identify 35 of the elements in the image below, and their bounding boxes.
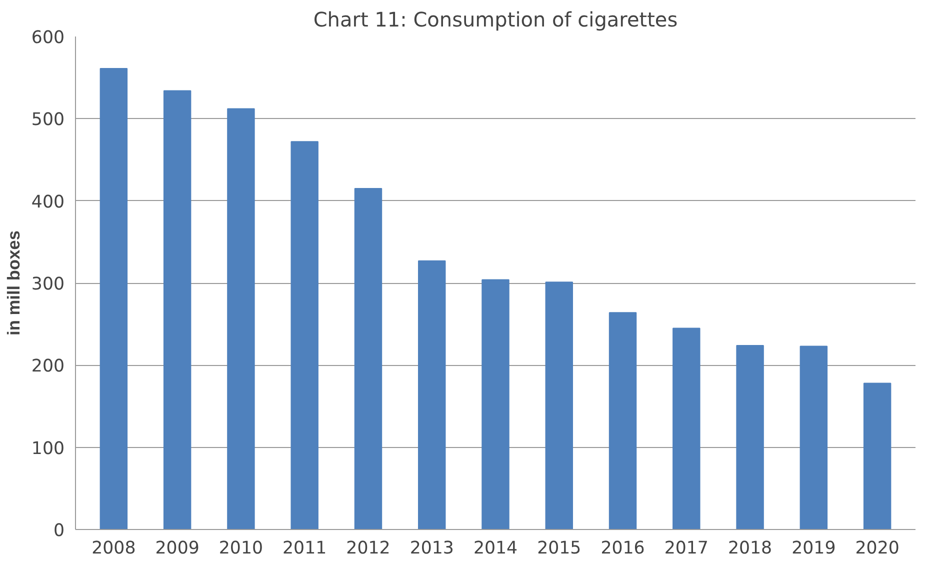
chart-title: Chart 11: Consumption of cigarettes [313, 8, 678, 32]
x-tick-label: 2012 [346, 538, 390, 558]
x-tick-label: 2019 [792, 538, 836, 558]
x-tick-label: 2009 [155, 538, 200, 558]
bar [418, 260, 446, 530]
bar [482, 279, 510, 530]
bar [290, 141, 318, 530]
y-tick-label: 400 [31, 192, 65, 212]
y-tick-label: 100 [31, 438, 65, 459]
bar [608, 312, 637, 530]
x-tick-label: 2008 [92, 538, 136, 558]
bar [545, 282, 573, 530]
bar [800, 346, 828, 530]
y-tick-label: 600 [31, 28, 65, 48]
x-tick-label: 2011 [282, 538, 327, 558]
x-tick-label: 2010 [218, 538, 264, 558]
bar [863, 382, 892, 530]
y-tick-label: 300 [31, 274, 65, 294]
x-tick-label: 2013 [410, 538, 454, 558]
bar [100, 68, 128, 530]
x-tick-label: 2018 [728, 538, 772, 558]
bar [354, 188, 382, 530]
bar [672, 328, 700, 530]
x-tick-label: 2014 [473, 538, 518, 558]
bar [227, 108, 255, 530]
y-tick-label: 0 [53, 521, 65, 541]
x-tick-label: 2017 [664, 538, 708, 558]
bar [163, 90, 192, 530]
x-tick-label: 2016 [600, 538, 645, 558]
x-tick-label: 2020 [855, 538, 900, 558]
x-tick-label: 2015 [537, 538, 582, 558]
y-tick-label: 200 [31, 356, 65, 377]
bar [736, 344, 764, 530]
y-axis-title: in mill boxes [3, 230, 24, 336]
y-tick-label: 500 [31, 110, 65, 130]
